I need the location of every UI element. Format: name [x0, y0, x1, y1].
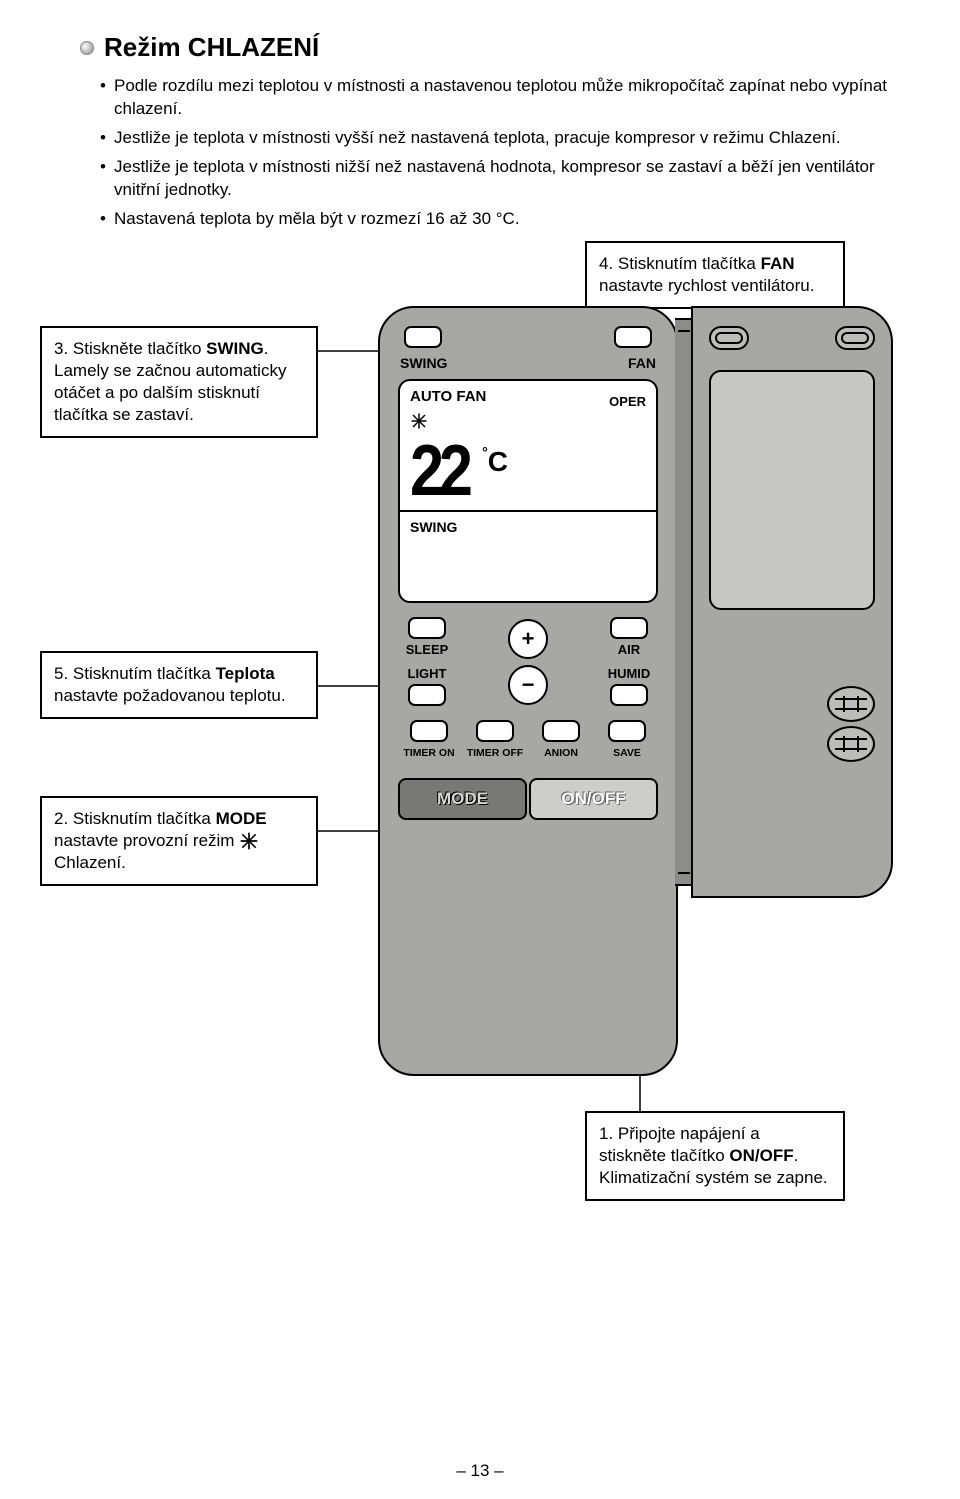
- snowflake-icon: [410, 412, 428, 430]
- timer-on-label: TIMER ON: [403, 746, 454, 760]
- anion-button[interactable]: [542, 720, 580, 742]
- callout-2: 2. Stisknutím tlačítka MODE nastavte pro…: [40, 796, 318, 886]
- save-label: SAVE: [613, 746, 641, 760]
- humid-button[interactable]: [610, 684, 648, 706]
- save-button[interactable]: [608, 720, 646, 742]
- temp-up-button[interactable]: +: [508, 619, 548, 659]
- lcd-display: AUTO FAN OPER 22 °C SWING: [398, 379, 658, 604]
- light-label: LIGHT: [408, 665, 447, 683]
- mode-button[interactable]: MODE: [398, 778, 527, 820]
- cover-knob-icon: [827, 726, 875, 762]
- callout-5: 5. Stisknutím tlačítka Teplota nastavte …: [40, 651, 318, 719]
- onoff-button[interactable]: ON/OFF: [529, 778, 658, 820]
- lcd-temp-value: 22: [410, 441, 468, 502]
- title-bullet-icon: [80, 41, 94, 55]
- humid-label: HUMID: [608, 665, 651, 683]
- body-item: Jestliže je teplota v místnosti nižší ne…: [114, 156, 900, 202]
- anion-label: ANION: [544, 746, 578, 760]
- timer-on-button[interactable]: [410, 720, 448, 742]
- lcd-oper: OPER: [609, 393, 646, 411]
- swing-label: SWING: [400, 354, 447, 373]
- fan-button[interactable]: [614, 326, 652, 348]
- body-item: Jestliže je teplota v místnosti vyšší ne…: [114, 127, 900, 150]
- light-button[interactable]: [408, 684, 446, 706]
- callout-3: 3. Stiskněte tlačítko SWING. Lamely se z…: [40, 326, 318, 438]
- page-number: – 13 –: [0, 1460, 960, 1483]
- remote-control: SWING FAN AUTO FAN OPER 22 °C: [378, 306, 898, 1226]
- air-button[interactable]: [610, 617, 648, 639]
- temp-down-button[interactable]: −: [508, 665, 548, 705]
- sleep-label: SLEEP: [406, 641, 449, 659]
- air-label: AIR: [618, 641, 640, 659]
- body-item: Podle rozdílu mezi teplotou v místnosti …: [114, 75, 900, 121]
- cover-knob-icon: [827, 686, 875, 722]
- lcd-temp-unit: °C: [482, 441, 508, 481]
- diagram-area: 4. Stisknutím tlačítka FAN nastavte rych…: [80, 241, 900, 1221]
- cover-window: [709, 370, 875, 610]
- callout-4: 4. Stisknutím tlačítka FAN nastavte rych…: [585, 241, 845, 309]
- lcd-autofan: AUTO FAN: [410, 387, 486, 407]
- page-title: Režim CHLAZENÍ: [104, 30, 319, 65]
- swing-button[interactable]: [404, 326, 442, 348]
- fan-label: FAN: [628, 354, 656, 373]
- sleep-button[interactable]: [408, 617, 446, 639]
- cover-hinge-icon: [835, 326, 875, 350]
- body-item: Nastavená teplota by měla být v rozmezí …: [114, 208, 900, 231]
- remote-cover: [691, 306, 893, 898]
- body-list: •Podle rozdílu mezi teplotou v místnosti…: [80, 75, 900, 231]
- timer-off-label: TIMER OFF: [467, 746, 524, 760]
- lcd-swing: SWING: [410, 518, 646, 537]
- cover-hinge-icon: [709, 326, 749, 350]
- remote-body: SWING FAN AUTO FAN OPER 22 °C: [378, 306, 678, 1076]
- snowflake-icon: [239, 831, 259, 851]
- timer-off-button[interactable]: [476, 720, 514, 742]
